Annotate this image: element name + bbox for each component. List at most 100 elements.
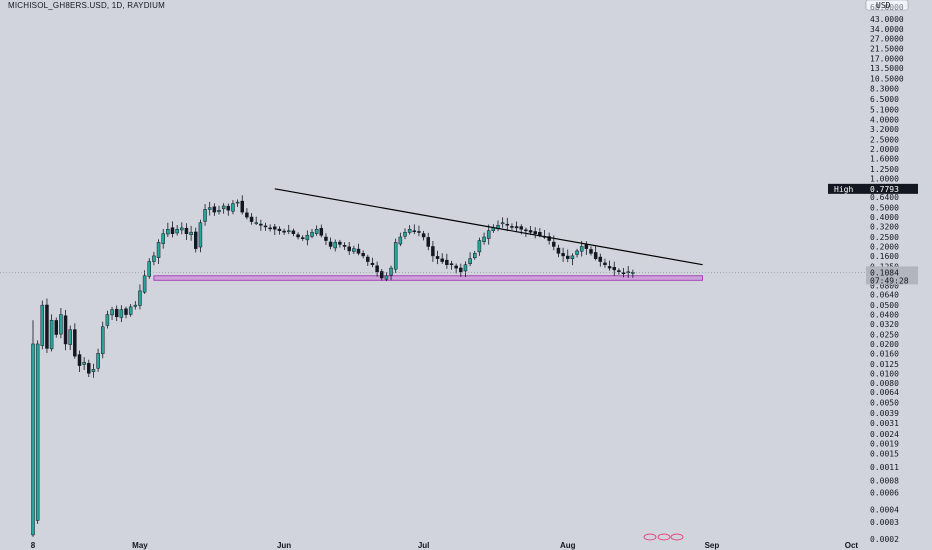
candle-down (440, 253, 444, 264)
candle-down (505, 217, 510, 232)
candle-up (333, 239, 337, 252)
candle-body (338, 241, 342, 245)
candle-up (189, 225, 193, 241)
currency-label[interactable]: USD (876, 1, 891, 10)
candle-body (147, 261, 151, 277)
candle-body (612, 267, 616, 271)
current-price-box (866, 266, 918, 285)
candle-body (500, 222, 505, 225)
candle-up (161, 228, 165, 249)
candle-body (575, 250, 579, 255)
candle-body (114, 308, 119, 318)
candle-body (486, 230, 491, 239)
candle-body (561, 253, 565, 257)
candle-body (384, 275, 389, 280)
candle-body (184, 227, 189, 234)
candle-body (445, 259, 449, 265)
candle-down (114, 305, 119, 322)
candle-up (305, 230, 310, 246)
candles-layer (31, 195, 635, 537)
candle-down (342, 242, 347, 250)
candle-body (547, 236, 551, 241)
candle-body (166, 229, 170, 235)
y-tick-label: 0.0024 (870, 430, 899, 439)
candle-body (156, 242, 161, 258)
candle-up (133, 301, 138, 310)
x-tick-label: Sep (705, 541, 720, 550)
candle-up (500, 217, 505, 228)
candle-up (49, 314, 54, 352)
candle-body (621, 272, 626, 275)
candle-body (440, 258, 444, 262)
candle-body (538, 232, 542, 236)
candle-down (510, 223, 514, 230)
candle-body (310, 231, 314, 237)
y-tick-label: 0.0800 (870, 281, 899, 290)
event-marker-icon[interactable] (670, 533, 684, 541)
candle-down (449, 260, 454, 270)
support-zone[interactable] (153, 275, 704, 281)
candle-down (124, 306, 128, 319)
candle-down (291, 228, 296, 237)
y-tick-label: 0.0400 (870, 311, 899, 320)
candle-body (361, 253, 365, 257)
candle-body (189, 231, 193, 236)
candle-body (291, 230, 296, 234)
candle-body (459, 267, 463, 273)
candle-down (324, 233, 328, 245)
x-tick-label: May (132, 541, 148, 550)
descending-trendline[interactable] (274, 188, 703, 266)
candle-down (421, 230, 426, 241)
candle-down (524, 227, 528, 237)
candle-down (338, 239, 342, 248)
candle-body (105, 314, 110, 326)
candle-up (59, 307, 63, 339)
candle-up (180, 222, 184, 235)
y-tick-label: 0.0008 (870, 476, 899, 485)
candle-down (268, 224, 272, 232)
candle-up (207, 201, 212, 216)
y-tick-label: 10.5000 (870, 75, 904, 84)
currency-box[interactable] (865, 0, 909, 11)
y-tick-label: 6.5000 (870, 95, 899, 104)
candle-up (217, 205, 221, 215)
candle-down (194, 227, 198, 253)
y-tick-label: 0.3200 (870, 223, 899, 232)
time-axis[interactable]: 8 May Jun Jul Aug Sep Oct (31, 533, 859, 550)
candle-body (296, 234, 300, 238)
candle-body (533, 231, 537, 234)
candle-body (519, 226, 523, 230)
candle-down (263, 222, 268, 231)
candle-body (54, 320, 58, 335)
candle-down (370, 257, 375, 268)
candle-body (300, 237, 305, 239)
candle-body (556, 247, 561, 254)
event-marker-icon[interactable] (657, 533, 671, 541)
candle-body (212, 206, 217, 213)
candle-body (598, 256, 603, 262)
y-tick-label: 0.2000 (870, 242, 899, 251)
candle-up (254, 216, 258, 226)
candle-down (347, 241, 351, 255)
candle-up (91, 363, 96, 378)
candle-down (87, 359, 91, 378)
candle-body (217, 210, 221, 213)
candle-up (468, 252, 472, 267)
x-tick-label: Jul (418, 541, 430, 550)
candle-body (77, 354, 82, 366)
candle-body (207, 207, 212, 210)
candle-down (417, 225, 421, 237)
candle-body (431, 246, 435, 257)
candle-up (403, 228, 407, 240)
candle-body (319, 227, 324, 236)
y-tick-label: 0.1600 (870, 252, 899, 261)
candle-down (426, 232, 430, 251)
candle-body (170, 227, 175, 234)
event-marker-icon[interactable] (643, 533, 657, 541)
candle-down (63, 309, 68, 351)
candle-body (101, 326, 105, 354)
candle-down (533, 227, 537, 239)
y-tick-label: 0.0100 (870, 369, 899, 378)
